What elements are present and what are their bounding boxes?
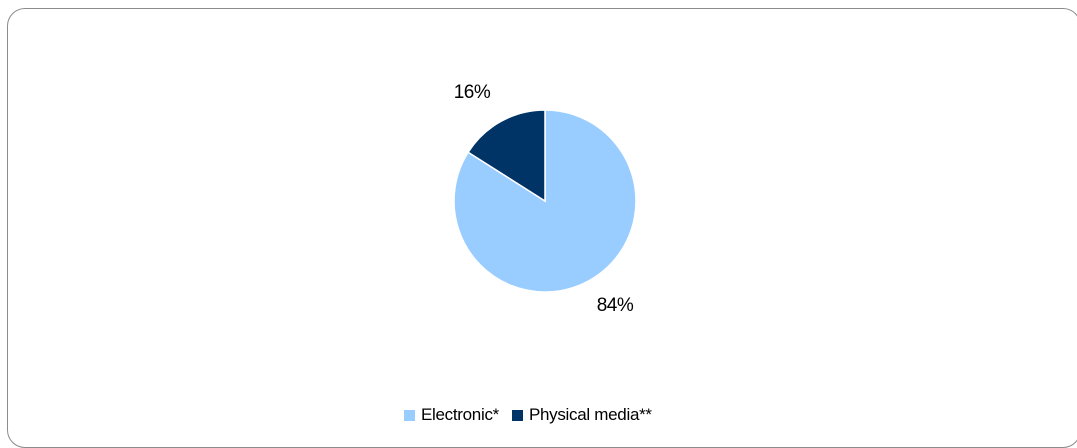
pie-slice-physical-media [467,109,546,203]
data-label-electronic: 84% [597,295,634,316]
legend-label-electronic: Electronic* [421,405,499,424]
legend-item-physical-media: Physical media** [511,405,652,425]
legend-label-physical-media: Physical media** [528,405,652,424]
legend-item-electronic: Electronic* [404,405,499,425]
legend-swatch-electronic [404,409,415,421]
legend-swatch-physical-media [511,409,523,421]
legend: Electronic* Physical media** [404,405,665,425]
pie-slices [453,109,637,293]
data-label-physical-media: 16% [454,82,491,103]
